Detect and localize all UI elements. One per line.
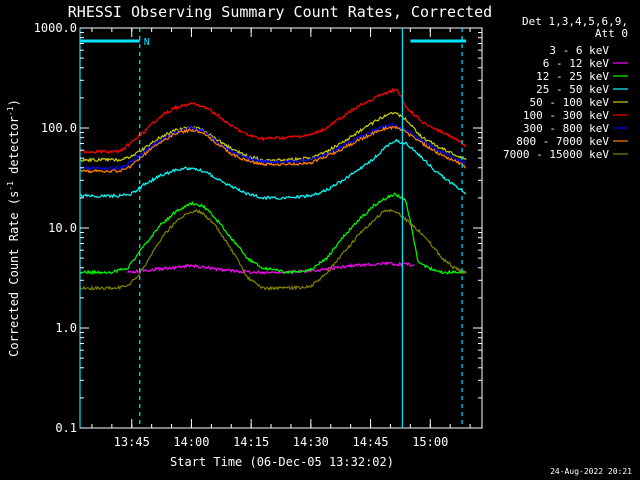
legend-label: 6 - 12 keV bbox=[543, 57, 610, 70]
series-line-1 bbox=[127, 261, 415, 275]
tick-layer bbox=[80, 27, 482, 429]
y-tick-labels: 1000.0 100.0 10.0 1.0 0.1 bbox=[34, 21, 77, 435]
legend-label: 50 - 100 keV bbox=[530, 96, 610, 109]
series-layer bbox=[79, 87, 467, 340]
timestamp: 24-Aug-2022 20:21 bbox=[550, 467, 632, 476]
x-tick-label: 14:45 bbox=[352, 435, 388, 449]
legend-label: 25 - 50 keV bbox=[536, 83, 609, 96]
series-line-0 bbox=[79, 283, 423, 340]
chart-title: RHESSI Observing Summary Count Rates, Co… bbox=[68, 3, 492, 21]
legend-header-detectors: Det 1,3,4,5,6,9, bbox=[522, 15, 628, 28]
legend-label: 3 - 6 keV bbox=[549, 44, 609, 57]
legend-label: 300 - 800 keV bbox=[523, 122, 609, 135]
series-line-8 bbox=[79, 208, 467, 291]
y-tick-label: 1.0 bbox=[55, 321, 77, 335]
y-axis-label: Corrected Count Rate (s-1 detector-1) bbox=[6, 99, 21, 357]
legend-label: 12 - 25 keV bbox=[536, 70, 609, 83]
series-line-2 bbox=[79, 192, 467, 275]
legend-label: 800 - 7000 keV bbox=[516, 135, 609, 148]
legend-label: 100 - 300 keV bbox=[523, 109, 609, 122]
x-tick-label: 14:00 bbox=[173, 435, 209, 449]
y-tick-label: 1000.0 bbox=[34, 21, 77, 35]
night-marker-label: N bbox=[144, 37, 150, 48]
x-tick-label: 15:00 bbox=[412, 435, 448, 449]
x-tick-label: 14:30 bbox=[293, 435, 329, 449]
x-axis-label: Start Time (06-Dec-05 13:32:02) bbox=[170, 455, 394, 469]
x-tick-label: 13:45 bbox=[114, 435, 150, 449]
series-line-7 bbox=[79, 125, 467, 174]
series-line-4 bbox=[79, 111, 467, 163]
x-tick-labels: 13:45 14:00 14:15 14:30 14:45 15:00 bbox=[114, 435, 449, 449]
legend-label: 7000 - 15000 keV bbox=[503, 148, 609, 161]
x-tick-label: 14:15 bbox=[233, 435, 269, 449]
y-tick-label: 10.0 bbox=[48, 221, 77, 235]
series-line-3 bbox=[79, 138, 467, 201]
y-tick-label: 100.0 bbox=[41, 121, 77, 135]
series-line-5 bbox=[79, 87, 467, 155]
marker-layer: N bbox=[79, 28, 467, 428]
plot-area: N bbox=[79, 27, 483, 429]
y-tick-label: 0.1 bbox=[55, 421, 77, 435]
legend-header-attenuator: Att 0 bbox=[595, 27, 628, 40]
series-line-6 bbox=[79, 123, 467, 171]
